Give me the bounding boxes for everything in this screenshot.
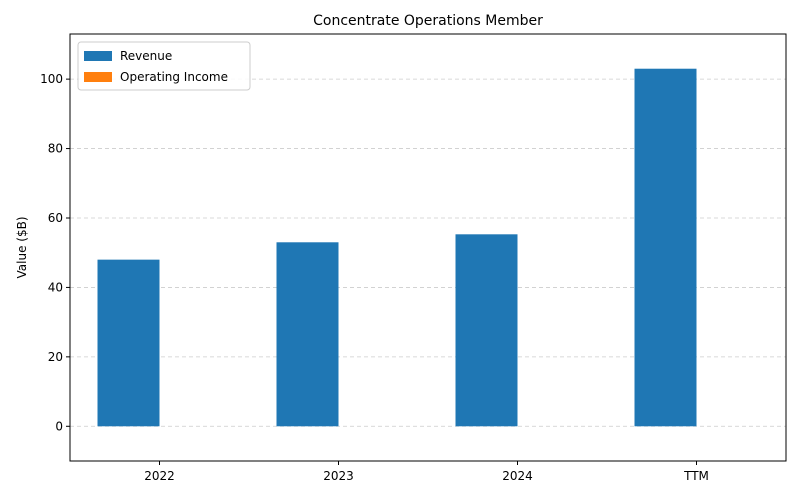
legend: Revenue Operating Income [77, 41, 251, 91]
y-tick-label: 40 [48, 280, 63, 294]
x-tick-label: 2023 [323, 469, 354, 483]
bar-revenue [455, 234, 518, 427]
x-tick-label: TTM [683, 469, 709, 483]
x-tick-label: 2022 [144, 469, 175, 483]
plot-frame [69, 33, 787, 462]
chart-title: Concentrate Operations Member [313, 13, 543, 29]
legend-swatch [84, 72, 112, 82]
legend-label: Operating Income [120, 70, 228, 84]
y-tick-label: 80 [48, 142, 63, 156]
y-tick-label: 60 [48, 211, 63, 225]
bar-revenue [634, 68, 697, 427]
y-axis-label: Value ($B) [15, 217, 29, 279]
x-axis-ticks: 2022 2023 2024 TTM [144, 461, 709, 483]
legend-box [77, 41, 251, 91]
y-tick-label: 0 [55, 419, 63, 433]
y-tick-label: 20 [48, 350, 63, 364]
bar-revenue [97, 259, 160, 427]
legend-label: Revenue [120, 49, 172, 63]
y-axis-ticks: 0 20 40 60 80 100 [40, 72, 70, 433]
y-tick-label: 100 [40, 72, 63, 86]
bars [97, 68, 697, 427]
legend-swatch [84, 51, 112, 61]
bar-revenue [276, 242, 339, 427]
x-tick-label: 2024 [502, 469, 533, 483]
